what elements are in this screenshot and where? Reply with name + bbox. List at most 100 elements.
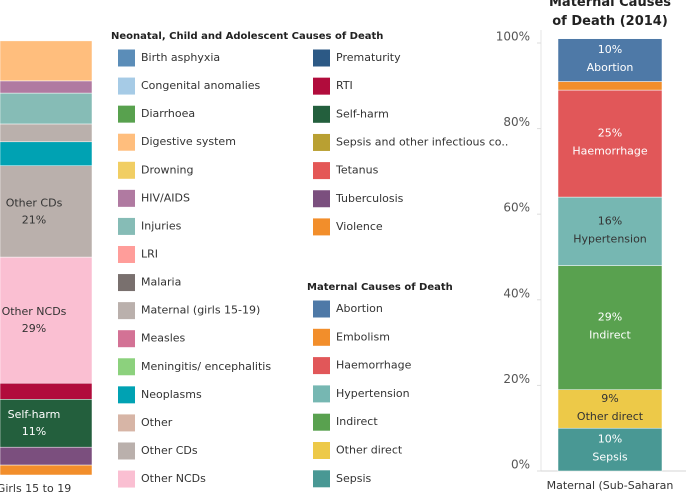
legend-swatch xyxy=(118,386,135,404)
x-tick-label: Maternal (Sub-Saharan xyxy=(547,479,674,492)
bar-segment xyxy=(0,382,93,400)
legend-swatch xyxy=(313,357,330,375)
bar-segment xyxy=(0,256,93,384)
y-tick-label: 40% xyxy=(503,286,530,300)
legend-label: Birth asphyxia xyxy=(141,51,220,64)
legend-label: Hypertension xyxy=(336,387,410,400)
legend-swatch xyxy=(118,105,135,123)
y-tick-label: 80% xyxy=(503,115,530,129)
legend-swatch xyxy=(313,218,330,236)
bar-segment xyxy=(557,38,663,82)
legend-swatch xyxy=(118,358,135,376)
bar-segment xyxy=(0,80,93,94)
legend-swatch xyxy=(118,470,135,488)
x-tick-label: Girls 15 to 19 xyxy=(0,482,71,493)
legend-swatch xyxy=(118,161,135,179)
legend-label: Abortion xyxy=(336,302,383,315)
data-label: 10% xyxy=(598,433,622,446)
legend-swatch xyxy=(118,330,135,348)
legend-label: Other NCDs xyxy=(141,472,206,485)
bar-segment xyxy=(557,89,663,198)
legend-label: Tuberculosis xyxy=(335,192,404,205)
legend-label: HIV/AIDS xyxy=(141,191,190,204)
legend-swatch xyxy=(118,77,135,95)
legend-label: LRI xyxy=(141,247,158,260)
legend-label: Neoplasms xyxy=(141,388,202,401)
legend-swatch xyxy=(313,77,330,95)
segment-name: Sepsis xyxy=(592,451,628,464)
segment-name: Other NCDs xyxy=(2,305,67,318)
legend-swatch xyxy=(118,414,135,432)
legend-label: Injuries xyxy=(141,219,182,232)
legend-swatch xyxy=(313,133,330,151)
bar-segment xyxy=(0,446,93,466)
segment-name: Self-harm xyxy=(8,408,61,421)
bar-segment xyxy=(0,165,93,258)
legend-swatch xyxy=(118,442,135,460)
bar-segment xyxy=(557,427,663,472)
data-label: 9% xyxy=(601,392,618,405)
legend-label: Sepsis xyxy=(336,472,372,485)
legend-label: Other CDs xyxy=(141,444,198,457)
legend-label: Malaria xyxy=(141,276,181,289)
legend-label: Measles xyxy=(141,332,186,345)
legend-swatch xyxy=(118,133,135,151)
legend-label: Diarrhoea xyxy=(141,107,195,120)
data-label: 16% xyxy=(598,214,622,227)
legend-label: Tetanus xyxy=(335,164,379,177)
legend-swatch xyxy=(118,49,135,67)
legend-label: Self-harm xyxy=(336,107,389,120)
legend-label: Meningitis/ encephalitis xyxy=(141,360,271,373)
legend-label: Other direct xyxy=(336,444,403,457)
data-label: 25% xyxy=(598,127,622,140)
legend-label: RTI xyxy=(336,79,353,92)
legend-swatch xyxy=(313,162,330,180)
bar-segment xyxy=(0,464,93,476)
legend-swatch xyxy=(118,274,135,292)
legend-swatch xyxy=(118,302,135,320)
legend-swatch xyxy=(313,300,330,318)
legend-label: Violence xyxy=(336,220,383,233)
legend-swatch xyxy=(313,105,330,123)
legend-label: Digestive system xyxy=(141,135,236,148)
y-tick-label: 20% xyxy=(503,372,530,386)
legend-title: Neonatal, Child and Adolescent Causes of… xyxy=(111,31,383,42)
bar-segment xyxy=(557,389,663,429)
legend-label: Maternal (girls 15-19) xyxy=(141,304,260,317)
bar-segment xyxy=(0,123,93,143)
segment-name: Haemorrhage xyxy=(572,145,648,158)
bar-segment xyxy=(0,40,93,82)
legend-title: Maternal Causes of Death xyxy=(307,282,453,293)
segment-name: Other direct xyxy=(577,410,644,423)
legend-label: Drowning xyxy=(141,163,193,176)
legend-label: Sepsis and other infectious co.. xyxy=(336,135,508,148)
data-label: 10% xyxy=(598,43,622,56)
legend-label: Prematurity xyxy=(336,51,401,64)
data-label: 21% xyxy=(22,213,46,226)
chart-title: Maternal Causes of Death (2014) xyxy=(549,0,671,29)
legend-swatch xyxy=(313,413,330,431)
bar-segment xyxy=(0,92,93,125)
data-label: 29% xyxy=(598,311,622,324)
legend-swatch xyxy=(313,442,330,459)
y-tick-label: 0% xyxy=(511,458,530,472)
segment-name: Other CDs xyxy=(6,196,63,209)
legend-swatch xyxy=(118,217,135,235)
bar-segment xyxy=(0,399,93,448)
legend-swatch xyxy=(118,245,135,263)
legend-swatch xyxy=(118,189,135,207)
bar-segment xyxy=(557,196,663,266)
segment-name: Hypertension xyxy=(573,232,647,245)
legend-swatch xyxy=(313,385,330,403)
bar-segment xyxy=(557,265,663,390)
y-tick-label: 100% xyxy=(496,30,530,44)
bar-segment xyxy=(0,141,93,166)
legend-swatch xyxy=(313,328,330,346)
legend-swatch xyxy=(313,49,330,67)
legend-label: Haemorrhage xyxy=(336,359,412,372)
data-label: 11% xyxy=(22,425,46,438)
bar-segment xyxy=(557,81,663,91)
legend-label: Other xyxy=(141,416,173,429)
legend-label: Indirect xyxy=(336,415,378,428)
legend-swatch xyxy=(313,470,330,488)
